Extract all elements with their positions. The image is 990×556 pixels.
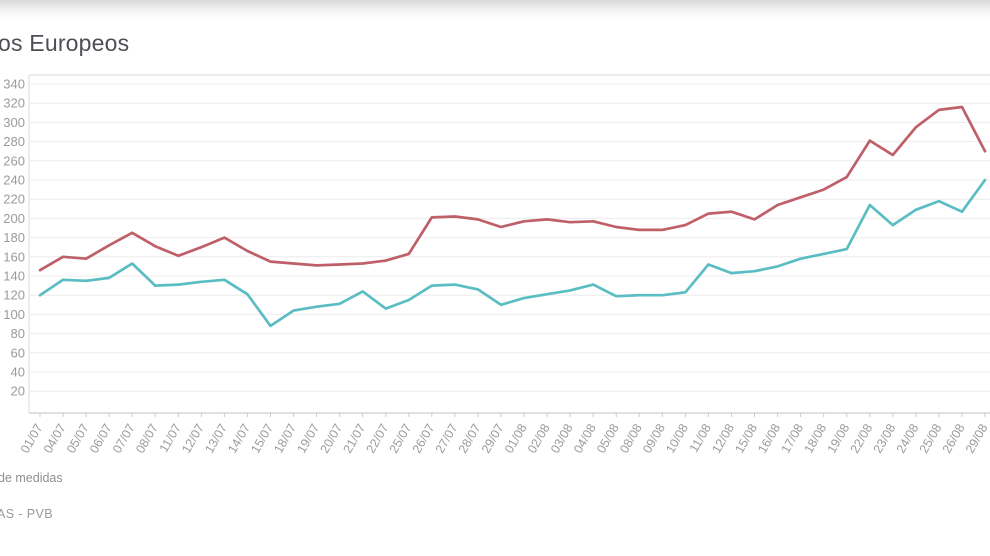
x-tick-label: 08/08 bbox=[617, 421, 645, 455]
x-tick-label: 25/08 bbox=[917, 421, 945, 455]
x-tick-label: 06/07 bbox=[87, 421, 115, 455]
x-tick-label: 08/07 bbox=[133, 421, 161, 455]
y-tick-label: 180 bbox=[3, 230, 25, 245]
x-tick-label: 03/08 bbox=[548, 421, 576, 455]
y-tick-label: 280 bbox=[3, 134, 25, 149]
y-tick-label: 20 bbox=[11, 384, 25, 399]
y-axis-labels: 340 320 300 280 260 240 220 200 180 160 140 120 100 8… bbox=[3, 77, 25, 399]
footnote-measures: de medidas bbox=[0, 471, 63, 485]
teal-series-line bbox=[38, 178, 987, 328]
y-tick-label: 60 bbox=[11, 345, 25, 360]
x-tick-label: 22/07 bbox=[364, 421, 392, 455]
x-tick-label: 17/08 bbox=[778, 421, 806, 455]
y-tick-label: 340 bbox=[3, 77, 25, 92]
x-tick-label: 02/08 bbox=[525, 421, 553, 455]
x-tick-label: 05/08 bbox=[594, 421, 622, 455]
y-tick-label: 220 bbox=[3, 192, 25, 207]
x-tick-label: 15/08 bbox=[732, 421, 760, 455]
y-tick-label: 200 bbox=[3, 211, 25, 226]
y-tick-label: 300 bbox=[3, 115, 25, 130]
x-tick-label: 05/07 bbox=[64, 421, 92, 455]
y-tick-label: 80 bbox=[11, 326, 25, 341]
x-tick-label: 12/08 bbox=[709, 421, 737, 455]
x-tick-label: 18/08 bbox=[801, 421, 829, 455]
x-tick-label: 04/08 bbox=[571, 421, 599, 455]
y-tick-label: 320 bbox=[3, 96, 25, 111]
x-tick-label: 19/08 bbox=[825, 421, 853, 455]
y-tick-label: 40 bbox=[11, 365, 25, 380]
y-tick-label: 240 bbox=[3, 173, 25, 188]
x-tick-label: 01/08 bbox=[502, 421, 530, 455]
data-series bbox=[38, 105, 987, 328]
plot-border bbox=[28, 74, 990, 414]
x-tick-label: 23/08 bbox=[871, 421, 899, 455]
red-series-line bbox=[38, 105, 987, 272]
x-tick-label: 26/07 bbox=[410, 421, 438, 455]
x-tick-label: 26/08 bbox=[940, 421, 968, 455]
y-tick-label: 100 bbox=[3, 307, 25, 322]
x-tick-label: 18/07 bbox=[271, 421, 299, 455]
grid-lines bbox=[29, 83, 990, 392]
x-tick-label: 07/07 bbox=[110, 421, 138, 455]
x-tick-label: 29/07 bbox=[479, 421, 507, 455]
x-tick-label: 28/07 bbox=[456, 421, 484, 455]
x-tick-label: 25/07 bbox=[387, 421, 415, 455]
x-tick-label: 13/07 bbox=[202, 421, 230, 455]
x-tick-label: 12/07 bbox=[179, 421, 207, 455]
x-tick-label: 29/08 bbox=[963, 421, 990, 455]
x-tick-label: 01/07 bbox=[18, 421, 46, 455]
x-tick-label: 24/08 bbox=[894, 421, 922, 455]
window-top-edge bbox=[0, 0, 990, 20]
x-tick-label: 27/07 bbox=[433, 421, 461, 455]
x-tick-label: 21/07 bbox=[341, 421, 369, 455]
y-tick-label: 260 bbox=[3, 153, 25, 168]
x-tick-label: 14/07 bbox=[225, 421, 253, 455]
footnote-source: AS - PVB bbox=[0, 507, 53, 521]
x-tick-label: 22/08 bbox=[848, 421, 876, 455]
x-tick-label: 09/08 bbox=[640, 421, 668, 455]
page-title: os Europeos bbox=[0, 30, 130, 56]
x-axis-labels: 01/0704/0705/0706/0707/0708/0711/0712/07… bbox=[18, 413, 990, 456]
x-tick-label: 04/07 bbox=[41, 421, 69, 455]
x-tick-label: 15/07 bbox=[248, 421, 276, 455]
y-tick-label: 120 bbox=[3, 288, 25, 303]
y-tick-label: 160 bbox=[3, 249, 25, 264]
x-tick-label: 10/08 bbox=[663, 421, 691, 455]
x-tick-label: 16/08 bbox=[755, 421, 783, 455]
x-tick-label: 20/07 bbox=[317, 421, 345, 455]
x-tick-label: 19/07 bbox=[294, 421, 322, 455]
y-tick-label: 140 bbox=[3, 269, 25, 284]
